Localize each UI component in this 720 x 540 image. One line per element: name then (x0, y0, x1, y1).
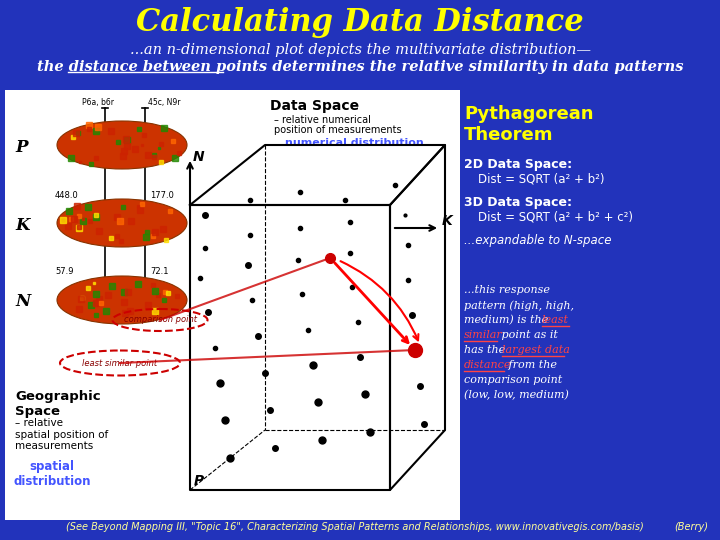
Text: (See Beyond Mapping III, "Topic 16", Characterizing Spatial Patterns and Relatio: (See Beyond Mapping III, "Topic 16", Cha… (66, 522, 644, 532)
Text: P: P (194, 474, 204, 488)
Text: (low, low, medium): (low, low, medium) (464, 390, 569, 400)
Text: – relative numerical: – relative numerical (274, 115, 371, 125)
Text: K: K (15, 217, 30, 233)
Ellipse shape (57, 199, 187, 247)
Text: largest data: largest data (502, 345, 570, 355)
Text: ...this response: ...this response (464, 285, 550, 295)
Text: (Berry): (Berry) (674, 522, 708, 532)
Text: 3D Data Space:: 3D Data Space: (464, 196, 572, 209)
Text: Calculating Data Distance: Calculating Data Distance (136, 8, 584, 38)
Text: pattern (high, high,: pattern (high, high, (464, 300, 574, 310)
Ellipse shape (57, 121, 187, 169)
Text: comparison point: comparison point (464, 375, 562, 385)
Text: P: P (15, 138, 27, 156)
Text: least similar point: least similar point (82, 359, 158, 368)
Ellipse shape (57, 276, 187, 324)
Text: Pythagorean
Theorem: Pythagorean Theorem (464, 105, 593, 144)
Text: – relative
spatial position of
measurements: – relative spatial position of measureme… (15, 418, 108, 451)
Text: medium) is the: medium) is the (464, 315, 552, 325)
Text: Dist = SQRT (a² + b² + c²): Dist = SQRT (a² + b² + c²) (478, 210, 633, 223)
Text: 448.0: 448.0 (55, 191, 78, 199)
Text: P6a, b6r: P6a, b6r (82, 98, 114, 107)
Text: numerical distribution: numerical distribution (285, 138, 424, 148)
Text: ...expandable to N-space: ...expandable to N-space (464, 234, 611, 247)
Text: 177.0: 177.0 (150, 191, 174, 199)
Text: comparison point: comparison point (124, 315, 197, 325)
Text: distance: distance (464, 360, 511, 370)
Text: Dist = SQRT (a² + b²): Dist = SQRT (a² + b²) (478, 172, 605, 185)
Text: 2D Data Space:: 2D Data Space: (464, 158, 572, 171)
Text: N: N (15, 294, 30, 310)
Bar (5, 90, 460, 520)
Text: N: N (193, 150, 204, 164)
Text: K: K (442, 214, 453, 228)
Text: similar: similar (464, 330, 503, 340)
Text: 72.1: 72.1 (150, 267, 168, 276)
Text: Geographic
Space: Geographic Space (15, 390, 101, 418)
Text: 57.9: 57.9 (55, 267, 73, 276)
Text: from the: from the (505, 360, 557, 370)
Text: ...an n-dimensional plot depicts the multivariate distribution—: ...an n-dimensional plot depicts the mul… (130, 43, 590, 57)
Text: spatial
distribution: spatial distribution (13, 460, 91, 488)
Text: Data Space: Data Space (270, 99, 359, 113)
Text: 45c, N9r: 45c, N9r (148, 98, 181, 107)
Text: least: least (542, 315, 569, 325)
Text: point as it: point as it (498, 330, 558, 340)
Text: has the: has the (464, 345, 509, 355)
Text: the distance between points determines the relative similarity in data patterns: the distance between points determines t… (37, 60, 683, 74)
Text: position of measurements: position of measurements (274, 125, 402, 135)
